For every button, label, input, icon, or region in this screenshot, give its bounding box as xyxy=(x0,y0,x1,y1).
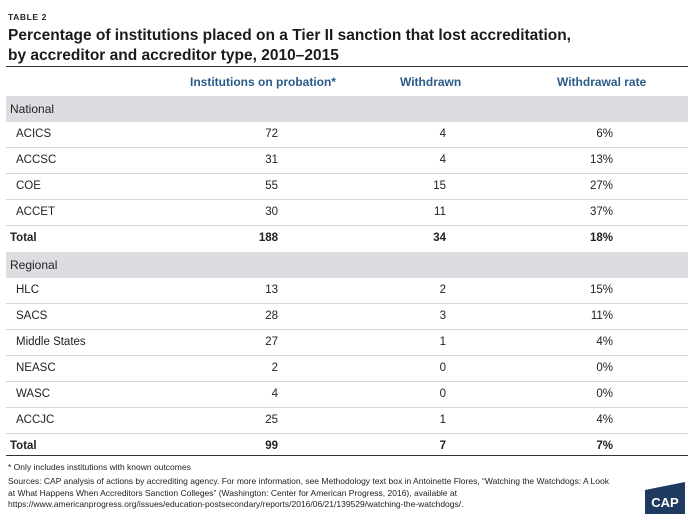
total-row: Total 99 7 7% xyxy=(6,434,688,460)
cell-probation: 31 xyxy=(265,154,278,166)
cell-rate: 13% xyxy=(589,154,613,166)
section-label: National xyxy=(10,102,55,116)
cell-withdrawn: 2 xyxy=(439,284,446,296)
cell-withdrawn: 4 xyxy=(439,128,446,140)
cell-accreditor: ACCSC xyxy=(16,154,57,166)
cell-probation: 28 xyxy=(265,310,278,322)
title-line-2: by accreditor and accreditor type, 2010–… xyxy=(8,47,339,64)
table-row: ACICS 72 4 6% xyxy=(6,122,688,148)
table-row: COE 55 15 27% xyxy=(6,174,688,200)
table-row: ACCET 30 11 37% xyxy=(6,200,688,226)
bottom-rule xyxy=(6,455,688,456)
cell-withdrawn: 1 xyxy=(439,336,446,348)
cell-withdrawn: 15 xyxy=(433,180,446,192)
section-header: Regional xyxy=(6,252,688,278)
cell-probation: 27 xyxy=(265,336,278,348)
cell-probation: 13 xyxy=(265,284,278,296)
column-header-rate: Withdrawal rate xyxy=(557,75,647,89)
cell-rate: 4% xyxy=(596,336,613,348)
table-row: Middle States 27 1 4% xyxy=(6,330,688,356)
cell-withdrawn: 1 xyxy=(439,414,446,426)
cell-accreditor: ACICS xyxy=(16,128,52,140)
cell-rate: 0% xyxy=(596,388,613,400)
data-table: Institutions on probation* Withdrawn Wit… xyxy=(6,70,688,460)
cell-withdrawn: 0 xyxy=(439,388,446,400)
title-line-1: Percentage of institutions placed on a T… xyxy=(8,27,571,44)
cell-probation: 25 xyxy=(265,414,278,426)
top-rule xyxy=(6,66,688,67)
table-row: ACCJC 25 1 4% xyxy=(6,408,688,434)
cell-accreditor: COE xyxy=(16,180,41,192)
footnote: * Only includes institutions with known … xyxy=(8,462,191,472)
cell-rate: 27% xyxy=(589,180,613,192)
cell-withdrawn: 7 xyxy=(439,440,446,452)
table-row: HLC 13 2 15% xyxy=(6,278,688,304)
column-header-withdrawn: Withdrawn xyxy=(400,75,462,89)
cell-probation: 30 xyxy=(265,206,278,218)
total-row: Total 188 34 18% xyxy=(6,226,688,252)
cell-accreditor: Total xyxy=(10,440,37,452)
sources-note: Sources: CAP analysis of actions by accr… xyxy=(8,476,609,509)
cell-accreditor: WASC xyxy=(16,388,51,400)
cell-accreditor: ACCET xyxy=(16,206,55,218)
cap-logo-text: CAP xyxy=(651,495,679,510)
cell-accreditor: NEASC xyxy=(16,362,56,374)
cell-withdrawn: 11 xyxy=(434,206,446,218)
cell-rate: 4% xyxy=(596,414,613,426)
table-row: NEASC 2 0 0% xyxy=(6,356,688,382)
table-label: TABLE 2 xyxy=(8,12,47,22)
cell-rate: 11% xyxy=(590,310,613,322)
cell-accreditor: SACS xyxy=(16,310,48,322)
table-header: Institutions on probation* Withdrawn Wit… xyxy=(6,70,688,96)
table-title: Percentage of institutions placed on a T… xyxy=(8,26,608,66)
cell-rate: 18% xyxy=(589,232,613,244)
cell-probation: 188 xyxy=(258,232,278,244)
cell-probation: 72 xyxy=(265,128,278,140)
cell-accreditor: ACCJC xyxy=(16,414,55,426)
table-body: National ACICS 72 4 6% ACCSC 31 4 13% COE 55 15 27% A… xyxy=(6,96,688,460)
cell-withdrawn: 34 xyxy=(433,232,446,244)
cell-probation: 4 xyxy=(271,388,278,400)
cell-rate: 0% xyxy=(596,362,613,374)
table-row: WASC 4 0 0% xyxy=(6,382,688,408)
cell-withdrawn: 4 xyxy=(439,154,446,166)
section-label: Regional xyxy=(10,258,58,272)
cell-probation: 99 xyxy=(265,440,278,452)
section-header: National xyxy=(6,96,688,122)
cell-accreditor: Middle States xyxy=(16,336,86,348)
cell-withdrawn: 3 xyxy=(439,310,446,322)
cell-probation: 2 xyxy=(271,362,278,374)
cell-withdrawn: 0 xyxy=(439,362,446,374)
cell-probation: 55 xyxy=(265,180,278,192)
table-row: ACCSC 31 4 13% xyxy=(6,148,688,174)
cell-rate: 37% xyxy=(589,206,613,218)
cell-rate: 7% xyxy=(596,440,613,452)
cap-logo: CAP xyxy=(645,482,685,514)
cell-rate: 6% xyxy=(596,128,613,140)
cell-accreditor: HLC xyxy=(16,284,40,296)
table-row: SACS 28 3 11% xyxy=(6,304,688,330)
cell-accreditor: Total xyxy=(10,232,37,244)
cell-rate: 15% xyxy=(589,284,613,296)
column-header-probation: Institutions on probation* xyxy=(190,75,336,89)
